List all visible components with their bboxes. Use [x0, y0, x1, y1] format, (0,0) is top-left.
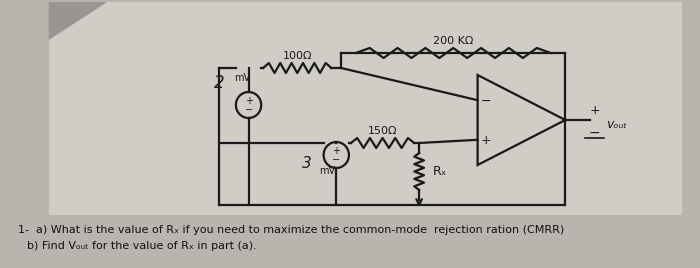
Text: Rₓ: Rₓ	[433, 165, 447, 178]
Text: mV: mV	[318, 166, 335, 176]
Text: −: −	[481, 95, 491, 108]
Text: 1-  a) What is the value of Rₓ if you need to maximize the common-mode  rejectio: 1- a) What is the value of Rₓ if you nee…	[18, 225, 564, 235]
Text: +: +	[244, 96, 253, 106]
Text: 3: 3	[302, 155, 312, 170]
Text: −: −	[244, 105, 253, 115]
Polygon shape	[49, 2, 682, 215]
Text: −: −	[589, 126, 601, 140]
Text: +: +	[481, 134, 491, 147]
Text: 2: 2	[214, 74, 225, 92]
Text: +: +	[589, 103, 600, 117]
Text: −: −	[332, 155, 340, 165]
Polygon shape	[49, 2, 107, 40]
Text: b) Find Vₒᵤₜ for the value of Rₓ in part (a).: b) Find Vₒᵤₜ for the value of Rₓ in part…	[27, 241, 257, 251]
Text: 100Ω: 100Ω	[283, 51, 312, 61]
Text: 150Ω: 150Ω	[368, 126, 398, 136]
Text: mV: mV	[234, 73, 250, 83]
Text: +: +	[332, 146, 340, 156]
Text: 200 KΩ: 200 KΩ	[433, 36, 473, 46]
Text: vₒᵤₜ: vₒᵤₜ	[606, 118, 628, 132]
